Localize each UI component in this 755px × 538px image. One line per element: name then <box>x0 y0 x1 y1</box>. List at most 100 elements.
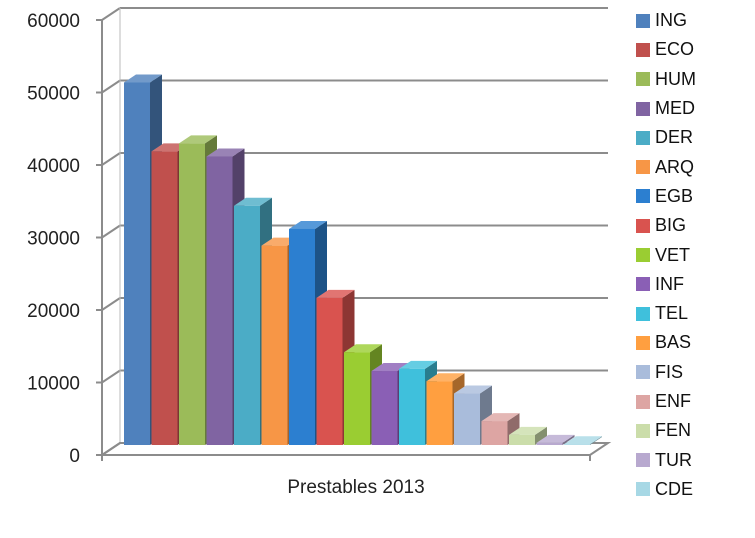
bar-top <box>289 220 327 229</box>
x-category-label: Prestables 2013 <box>287 477 424 498</box>
y-tick-label: 50000 <box>27 84 80 105</box>
legend-label: HUM <box>655 68 696 89</box>
y-tick-label: 10000 <box>27 374 80 395</box>
bar-front <box>536 442 563 445</box>
legend-swatch <box>636 335 650 350</box>
bar-tur <box>536 434 575 445</box>
legend-item: TEL <box>636 299 696 328</box>
legend-item: DER <box>636 123 696 152</box>
legend-swatch <box>636 306 650 321</box>
bar-front <box>564 444 590 445</box>
bar-front <box>454 393 480 445</box>
legend-label: ING <box>655 10 688 31</box>
legend-label: VET <box>655 244 691 265</box>
legend-swatch <box>636 423 650 438</box>
legend-item: HUM <box>636 65 696 94</box>
legend-swatch <box>636 13 650 28</box>
bar-front <box>124 82 150 445</box>
bar-top <box>206 148 245 157</box>
bar-side <box>562 434 575 445</box>
bar-top <box>564 436 602 445</box>
y-tick-label: 0 <box>69 446 80 467</box>
floor <box>98 442 612 456</box>
legend-item: CDE <box>636 475 696 504</box>
legend-item: ARQ <box>636 152 696 181</box>
legend-swatch <box>636 277 650 292</box>
gridline-side <box>101 224 121 239</box>
legend-item: VET <box>636 240 696 269</box>
legend-item: BAS <box>636 328 696 357</box>
bar-front <box>151 151 178 445</box>
bar-top <box>481 413 520 422</box>
legend-item: EGB <box>636 182 696 211</box>
gridline-side <box>101 297 121 311</box>
legend-label: DER <box>655 127 694 148</box>
gridline-side <box>101 79 121 94</box>
gridline-side <box>101 369 121 384</box>
bar-top <box>344 344 382 353</box>
legend-item: ING <box>636 6 696 35</box>
gridline-side <box>101 152 121 166</box>
y-tick-label: 20000 <box>27 301 80 322</box>
bar-front <box>206 156 233 445</box>
legend-label: BAS <box>655 332 692 353</box>
legend: ING ECO HUM MED DER ARQ EGB BIG VET INF TEL BAS FIS E… <box>636 6 696 504</box>
legend-label: BIG <box>655 215 687 236</box>
legend-label: INF <box>655 273 684 294</box>
bar-front <box>399 368 425 445</box>
bar-top <box>399 360 437 369</box>
legend-item: INF <box>636 270 696 299</box>
legend-label: ECO <box>655 39 695 60</box>
legend-swatch <box>636 248 650 263</box>
legend-label: TUR <box>655 449 692 470</box>
bar-top <box>454 385 492 394</box>
bar-top <box>234 197 272 206</box>
bar-front <box>261 245 288 445</box>
legend-label: FIS <box>655 361 684 382</box>
legend-item: ECO <box>636 35 696 64</box>
legend-item: ENF <box>636 387 696 416</box>
legend-item: FIS <box>636 358 696 387</box>
legend-label: EGB <box>655 185 694 206</box>
bar-top <box>124 74 162 83</box>
bar-front <box>344 352 370 445</box>
legend-label: ENF <box>655 391 691 411</box>
y-axis-ticks: 0 10000 20000 30000 40000 50000 60000 <box>27 11 102 467</box>
bar-front <box>509 434 535 445</box>
bar-top <box>426 373 465 382</box>
y-tick-label: 60000 <box>27 11 80 32</box>
bar-side <box>590 436 602 445</box>
bar-front <box>371 371 398 445</box>
bar-cde <box>564 436 602 445</box>
bar-top <box>179 135 217 144</box>
legend-swatch <box>636 189 650 204</box>
legend-swatch <box>636 453 650 468</box>
bars <box>124 74 602 445</box>
legend-label: MED <box>655 98 695 119</box>
bar-top <box>536 434 575 443</box>
legend-swatch <box>636 130 650 145</box>
legend-swatch <box>636 218 650 233</box>
legend-swatch <box>636 42 650 57</box>
legend-label: FEN <box>655 420 691 441</box>
legend-item: FEN <box>636 416 696 445</box>
y-tick-label: 30000 <box>27 229 80 250</box>
bar-front <box>316 297 343 445</box>
legend-swatch <box>636 101 650 116</box>
legend-swatch <box>636 160 650 175</box>
legend-item: BIG <box>636 211 696 240</box>
bar-front <box>289 228 315 445</box>
legend-swatch <box>636 72 650 87</box>
legend-label: CDE <box>655 478 694 499</box>
bar-front <box>234 205 260 445</box>
legend-label: ARQ <box>655 156 695 177</box>
gridline-side <box>101 7 121 21</box>
bar-side <box>535 426 547 445</box>
bar-top <box>316 289 355 298</box>
y-tick-label: 40000 <box>27 156 80 177</box>
legend-swatch <box>636 365 650 380</box>
bar-fen <box>509 426 547 445</box>
legend-label: TEL <box>655 303 689 324</box>
legend-swatch <box>636 482 650 497</box>
